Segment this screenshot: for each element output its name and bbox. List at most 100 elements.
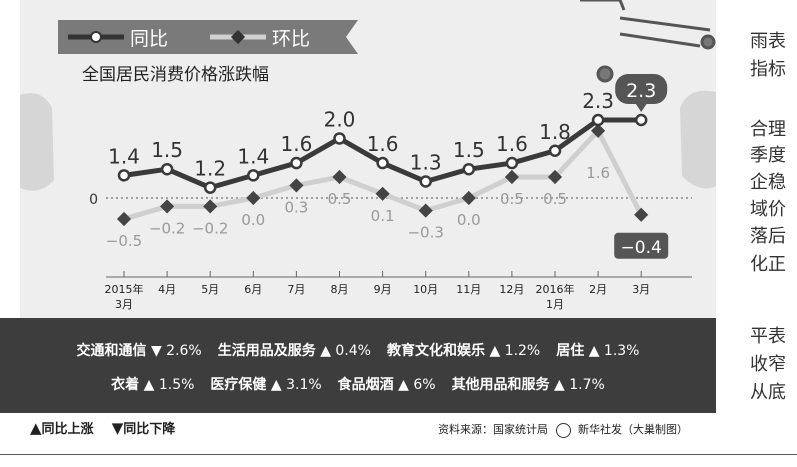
- yoy-point: [591, 113, 605, 127]
- yoy-data-label: 1.8: [539, 120, 571, 144]
- side-text-line: 指标: [750, 59, 786, 80]
- category-value: 6%: [413, 377, 436, 393]
- yoy-point: [160, 162, 174, 176]
- mom-point: [246, 190, 261, 206]
- side-text-line: 域价: [750, 199, 786, 220]
- x-tick-label: 2月: [589, 283, 607, 296]
- yoy-data-label: 1.4: [108, 144, 140, 168]
- yoy-point: [548, 144, 562, 157]
- mom-point: [634, 207, 649, 222]
- up-triangle-icon: ▲: [584, 343, 604, 359]
- mom-data-label: −0.2: [149, 219, 185, 237]
- yoy-data-label: 2.3: [582, 89, 614, 113]
- source-label: 资料来源：国家统计局: [438, 423, 548, 436]
- category-name: 其他用品和服务: [451, 377, 550, 393]
- x-tick-label: 3月: [632, 283, 650, 296]
- yoy-data-label: 1.6: [496, 132, 528, 156]
- bottom-rule: [0, 454, 797, 455]
- up-legend-label: 同比上涨: [41, 422, 94, 437]
- category-name: 居住: [556, 343, 585, 359]
- side-text-line: 平表: [750, 326, 786, 347]
- down-legend-label: 同比下降: [123, 422, 176, 437]
- category-name: 食品烟酒: [337, 377, 394, 393]
- yoy-point: [505, 156, 519, 170]
- mom-data-label: 0.3: [284, 198, 308, 216]
- yoy-point: [376, 156, 389, 170]
- mom-point: [289, 178, 304, 193]
- legend-yoy-icon: [68, 31, 124, 43]
- category-item: 衣着 ▲ 1.5%: [111, 377, 194, 393]
- yoy-data-label: 1.2: [194, 157, 226, 181]
- mom-data-label: 0.5: [328, 190, 352, 208]
- yoy-data-label: 1.5: [453, 138, 485, 162]
- up-triangle-icon: ▲: [30, 419, 42, 437]
- mom-point: [591, 123, 606, 138]
- mom-data-label: −0.4: [621, 238, 662, 258]
- yoy-point: [203, 181, 217, 194]
- yoy-callout-pointer: [635, 103, 648, 112]
- yoy-point: [247, 169, 260, 182]
- x-tick-label: 11月: [456, 283, 481, 296]
- mom-data-label: 0.0: [457, 211, 481, 229]
- category-item: 食品烟酒 ▲ 6%: [338, 377, 436, 393]
- x-tick-label: 6月: [244, 283, 262, 296]
- side-text-line: 从底: [750, 382, 786, 403]
- category-item: 其他用品和服务 ▲ 1.7%: [452, 377, 605, 393]
- x-tick-label: 7月: [287, 283, 305, 296]
- footer-source: 资料来源：国家统计局 新华社发（大巢制图）: [438, 421, 688, 438]
- zero-axis-label: 0: [89, 192, 98, 208]
- x-tick-label: 10月: [413, 283, 438, 296]
- down-triangle-icon: ▼: [146, 343, 167, 359]
- chart-title: 全国居民消费价格涨跌幅: [82, 65, 269, 85]
- x-tick-label: 2015年: [105, 282, 144, 296]
- side-text-line: 化正: [750, 254, 786, 275]
- mom-point: [547, 169, 563, 185]
- category-name: 教育文化和娱乐: [387, 343, 485, 359]
- mom-point: [332, 169, 347, 185]
- yoy-point: [634, 113, 648, 127]
- side-text-line: 季度: [750, 145, 786, 166]
- mom-data-label: 0.5: [543, 190, 567, 208]
- x-tick-label: 9月: [374, 283, 392, 296]
- credit-label: 新华社发（大巢制图）: [578, 423, 688, 436]
- yoy-point: [419, 175, 432, 188]
- side-text-line: 落后: [750, 226, 786, 247]
- yoy-data-label: 1.6: [280, 132, 312, 156]
- mom-data-label: 0.1: [371, 207, 395, 225]
- category-value: 1.3%: [603, 343, 640, 359]
- yoy-data-label: 1.3: [410, 151, 442, 175]
- up-triangle-icon: ▲: [393, 377, 414, 393]
- x-tick-label: 3月: [115, 298, 133, 311]
- down-triangle-icon: ▼: [111, 419, 124, 437]
- side-text-line: 收窄: [750, 354, 786, 375]
- category-name: 交通和通信: [76, 343, 147, 359]
- mom-point: [461, 190, 476, 206]
- right-hand-shape: [680, 90, 716, 189]
- x-tick-label: 4月: [158, 283, 176, 296]
- category-value: 1.5%: [158, 377, 195, 393]
- mom-point: [160, 199, 175, 214]
- category-value: 2.6%: [166, 343, 202, 359]
- shopping-cart-icon: [580, 0, 716, 83]
- mom-data-label: −0.5: [106, 232, 142, 250]
- yoy-data-label: 1.4: [237, 144, 269, 168]
- up-triangle-icon: ▲: [315, 343, 336, 359]
- mom-data-label: 1.6: [586, 164, 610, 182]
- yoy-point: [290, 156, 303, 170]
- x-tick-label: 8月: [331, 283, 349, 296]
- chart-decoration: [20, 0, 716, 191]
- yoy-last-callout: [615, 74, 668, 104]
- side-text-line: 合理: [750, 119, 786, 140]
- mom-data-label: 0.0: [241, 211, 265, 229]
- mom-last-callout: [614, 232, 669, 259]
- category-name: 医疗保健: [210, 377, 267, 393]
- mom-data-label: −0.3: [407, 224, 443, 242]
- yoy-point: [117, 169, 131, 182]
- up-triangle-icon: ▲: [139, 377, 159, 393]
- mom-point: [418, 203, 433, 218]
- yoy-data-label: 1.6: [367, 132, 399, 156]
- side-text-line: 雨表: [750, 31, 786, 52]
- yoy-data-label: 2.3: [626, 80, 656, 102]
- legend-yoy-label: 同比: [130, 28, 169, 50]
